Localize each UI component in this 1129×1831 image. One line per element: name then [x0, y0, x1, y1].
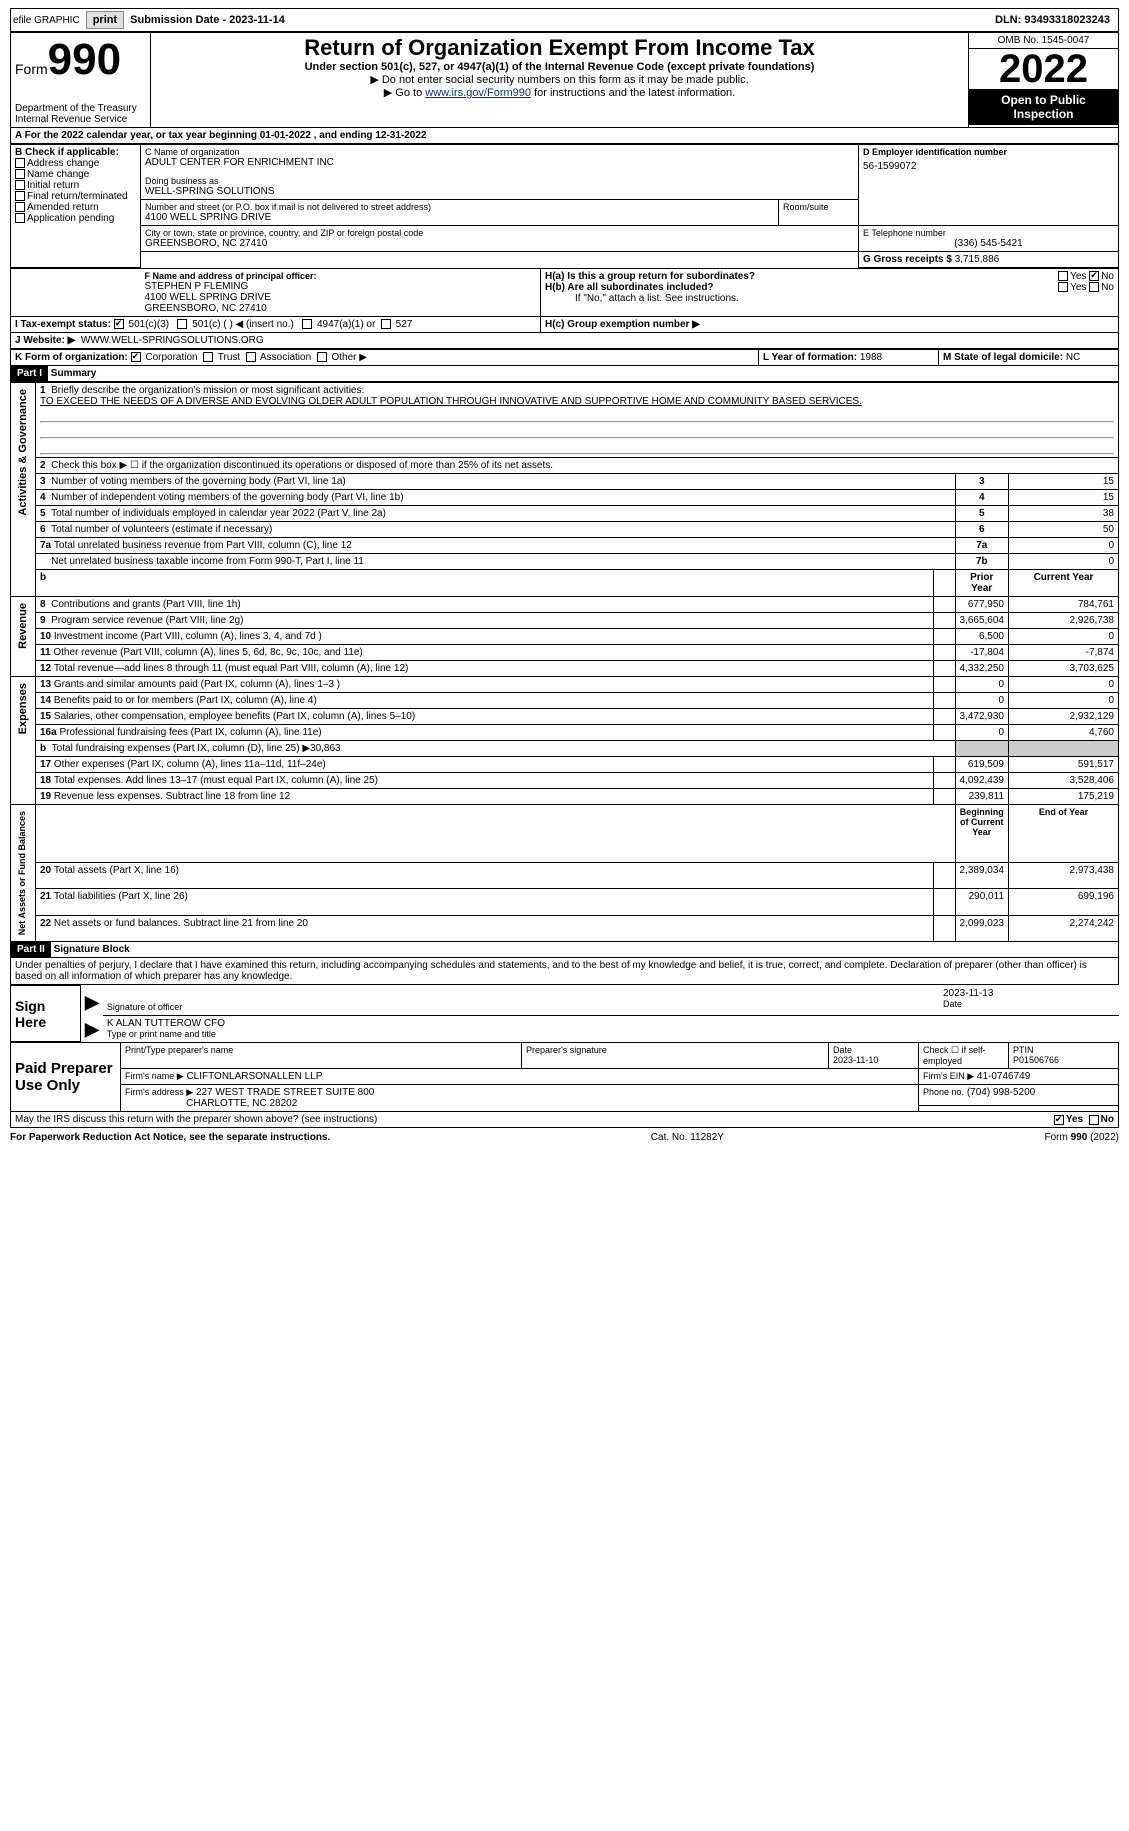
- side-na: Net Assets or Fund Balances: [15, 807, 29, 939]
- c-city-label: City or town, state or province, country…: [145, 228, 854, 238]
- i-label: I Tax-exempt status:: [15, 319, 111, 330]
- form-note2: ▶ Go to www.irs.gov/Form990 for instruct…: [155, 86, 964, 99]
- topbar: efile GRAPHIC print Submission Date - 20…: [10, 8, 1119, 32]
- k-label: K Form of organization:: [15, 352, 128, 363]
- l1: Briefly describe the organization's miss…: [51, 385, 364, 396]
- tax-year: 2022: [969, 49, 1118, 89]
- part1-hdr: Part I: [11, 366, 48, 381]
- c-city: GREENSBORO, NC 27410: [145, 238, 854, 249]
- pra-notice: For Paperwork Reduction Act Notice, see …: [10, 1132, 330, 1143]
- d-label: D Employer identification number: [863, 147, 1114, 157]
- firm-addr: 227 WEST TRADE STREET SUITE 800: [196, 1087, 374, 1098]
- m-label: M State of legal domicile:: [943, 352, 1063, 363]
- form-note1: ▶ Do not enter social security numbers o…: [155, 73, 964, 86]
- g-val: 3,715,886: [955, 254, 1000, 265]
- j-val: WWW.WELL-SPRINGSOLUTIONS.ORG: [81, 335, 264, 346]
- firm-phone: (704) 998-5200: [967, 1087, 1035, 1098]
- dln: DLN: 93493318023243: [995, 14, 1116, 26]
- sign-here: Sign Here: [11, 986, 81, 1042]
- fh-block: F Name and address of principal officer:…: [10, 268, 1119, 349]
- cat-no: Cat. No. 11282Y: [651, 1132, 724, 1143]
- firm-city: CHARLOTTE, NC 28202: [186, 1098, 297, 1109]
- f-addr1: 4100 WELL SPRING DRIVE: [145, 292, 537, 303]
- irs-label: Internal Revenue Service: [15, 114, 146, 125]
- print-button[interactable]: print: [86, 11, 124, 29]
- d-val: 56-1599072: [863, 161, 1114, 172]
- part2-title: Signature Block: [54, 944, 130, 955]
- type-name-label: Type or print name and title: [107, 1029, 216, 1039]
- f-label: F Name and address of principal officer:: [145, 271, 537, 281]
- part2-hdr: Part II: [11, 942, 51, 957]
- ptin: P01506766: [1013, 1055, 1059, 1065]
- prep-check: Check ☐ if self-employed: [919, 1043, 1009, 1069]
- l2: Check this box ▶ ☐ if the organization d…: [51, 460, 553, 471]
- ha: H(a) Is this a group return for subordin…: [545, 271, 1114, 282]
- c-name: ADULT CENTER FOR ENRICHMENT INC: [145, 157, 854, 168]
- c-room-label: Room/suite: [779, 200, 859, 226]
- h-note: If "No," attach a list. See instructions…: [545, 293, 1114, 304]
- c-name-label: C Name of organization: [145, 147, 854, 157]
- c-street-label: Number and street (or P.O. box if mail i…: [145, 202, 774, 212]
- b-opt: Amended return: [15, 202, 136, 213]
- line-a: A For the 2022 calendar year, or tax yea…: [10, 128, 1119, 144]
- f-name: STEPHEN P FLEMING: [145, 281, 537, 292]
- b-opt: Initial return: [15, 180, 136, 191]
- b-opt: Application pending: [15, 213, 136, 224]
- j-label: J Website: ▶: [15, 335, 75, 346]
- c-dba-label: Doing business as: [145, 176, 854, 186]
- prep-date: 2023-11-10: [833, 1055, 878, 1065]
- prep-sig-label: Preparer's signature: [522, 1043, 829, 1069]
- c-dba: WELL-SPRING SOLUTIONS: [145, 186, 854, 197]
- l-label: L Year of formation:: [763, 352, 857, 363]
- hb: H(b) Are all subordinates included? Yes …: [545, 282, 1114, 293]
- klm-block: K Form of organization: Corporation Trus…: [10, 349, 1119, 366]
- firm-ein: 41-0746749: [977, 1071, 1030, 1082]
- hc: H(c) Group exemption number ▶: [545, 319, 700, 330]
- part1-title: Summary: [51, 368, 97, 379]
- sig-date: 2023-11-13: [943, 988, 993, 999]
- side-rev: Revenue: [15, 599, 31, 653]
- side-ag: Activities & Governance: [15, 385, 31, 520]
- form-title: Return of Organization Exempt From Incom…: [155, 35, 964, 61]
- b-opt: Final return/terminated: [15, 191, 136, 202]
- form-subtitle: Under section 501(c), 527, or 4947(a)(1)…: [155, 61, 964, 73]
- arrow-icon: ▶: [85, 1019, 99, 1039]
- header-block: Form990 Department of the Treasury Inter…: [10, 32, 1119, 128]
- m-val: NC: [1066, 352, 1080, 363]
- sign-block: Sign Here ▶ Signature of officer 2023-11…: [10, 985, 1119, 1042]
- c-street: 4100 WELL SPRING DRIVE: [145, 212, 774, 223]
- submission-date: Submission Date - 2023-11-14: [130, 14, 285, 26]
- form-label: Form990: [15, 35, 146, 85]
- form-ref: Form 990 (2022): [1045, 1132, 1119, 1143]
- firm-name: CLIFTONLARSONALLEN LLP: [186, 1071, 322, 1082]
- preparer-block: Paid Preparer Use Only Print/Type prepar…: [10, 1042, 1119, 1112]
- b-opt: Name change: [15, 169, 136, 180]
- declaration: Under penalties of perjury, I declare th…: [10, 958, 1119, 985]
- e-val: (336) 545-5421: [863, 238, 1114, 249]
- e-label: E Telephone number: [863, 228, 1114, 238]
- footer: For Paperwork Reduction Act Notice, see …: [10, 1128, 1119, 1143]
- open-inspection: Open to Public Inspection: [969, 89, 1118, 125]
- part1-table: Activities & Governance 1 Briefly descri…: [10, 382, 1119, 942]
- efile-label: efile GRAPHIC: [13, 15, 80, 26]
- paid-preparer: Paid Preparer Use Only: [11, 1043, 121, 1112]
- officer-name: K ALAN TUTTEROW CFO: [107, 1018, 225, 1029]
- arrow-icon: ▶: [85, 992, 99, 1012]
- l-val: 1988: [860, 352, 882, 363]
- dept-treasury: Department of the Treasury: [15, 103, 146, 114]
- g-label: G Gross receipts $: [863, 254, 952, 265]
- b-label: B Check if applicable:: [15, 147, 136, 158]
- f-addr2: GREENSBORO, NC 27410: [145, 303, 537, 314]
- b-opt: Address change: [15, 158, 136, 169]
- prep-name-label: Print/Type preparer's name: [121, 1043, 522, 1069]
- discuss-row: May the IRS discuss this return with the…: [10, 1112, 1119, 1128]
- side-exp: Expenses: [15, 679, 31, 738]
- mission: TO EXCEED THE NEEDS OF A DIVERSE AND EVO…: [40, 396, 862, 407]
- sig-officer-label: Signature of officer: [107, 1002, 182, 1012]
- form990-link[interactable]: www.irs.gov/Form990: [425, 87, 531, 99]
- info-block: B Check if applicable: Address change Na…: [10, 144, 1119, 268]
